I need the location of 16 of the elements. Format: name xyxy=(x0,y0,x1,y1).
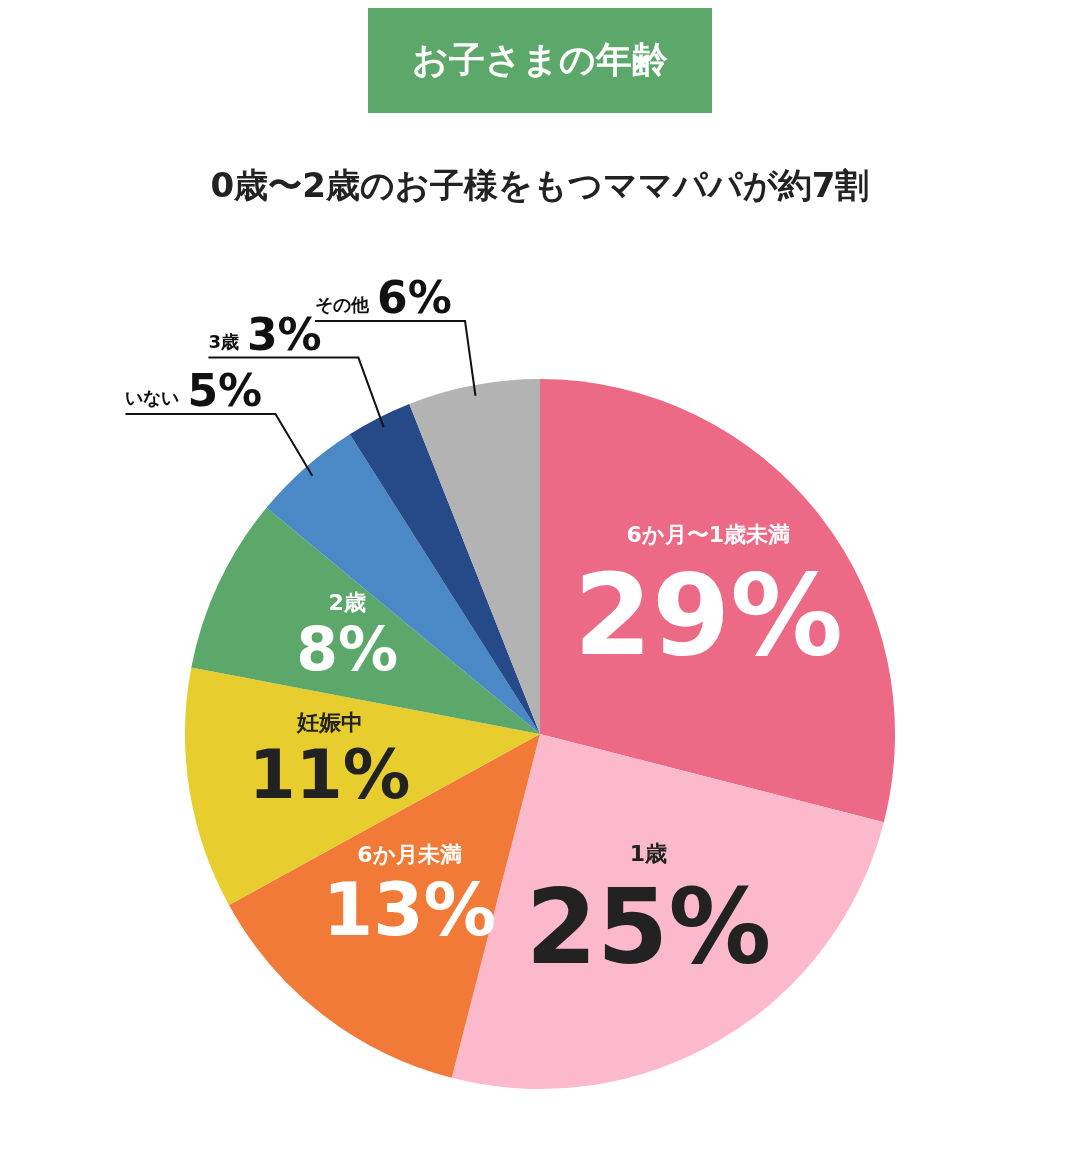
data-label: 6% xyxy=(377,272,452,324)
data-label: 29% xyxy=(573,550,843,682)
data-label: 8% xyxy=(296,614,399,685)
chart-title: お子さまの年齢 xyxy=(368,8,712,113)
data-label: 13% xyxy=(322,867,497,952)
slice-label: 6か月〜1歳未満 xyxy=(626,521,791,547)
slice-label: 2歳 xyxy=(328,590,366,616)
data-label: 5% xyxy=(187,364,263,416)
slice-label: 1歳 xyxy=(629,840,668,866)
slice-label: 6か月未満 xyxy=(357,842,462,868)
chart-subtitle: 0歳〜2歳のお子様をもつママパパが約7割 xyxy=(209,164,871,207)
data-label: 25% xyxy=(525,868,772,988)
slice-label: 3歳 xyxy=(208,330,239,352)
slice-label: いない xyxy=(125,386,180,408)
data-label: 11% xyxy=(248,734,411,814)
slice-label: 妊娠中 xyxy=(295,710,363,736)
